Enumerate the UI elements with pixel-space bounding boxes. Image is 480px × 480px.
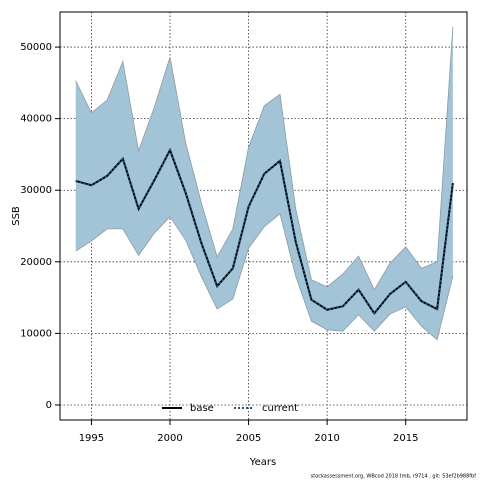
legend-label: base: [190, 403, 214, 414]
y-tick-label: 0: [46, 400, 52, 411]
series-line: [75, 147, 454, 316]
y-tick-label: 50000: [20, 42, 52, 53]
x-tick-label: 2000: [157, 433, 182, 444]
y-tick-label: 30000: [20, 185, 52, 196]
y-tick-label: 40000: [20, 114, 52, 125]
plot-frame: [59, 11, 468, 421]
confidence-band: [75, 27, 453, 340]
y-tick-label: 20000: [20, 257, 52, 268]
y-axis-label: SSB: [11, 206, 22, 226]
y-tick-label: 10000: [20, 328, 52, 339]
footer: stockassessment.org, WBcod 2018 tmb, r97…: [311, 474, 477, 480]
x-tick-label: 2015: [393, 433, 418, 444]
x-axis-label: Years: [249, 457, 276, 468]
x-tick-label: 2005: [236, 433, 261, 444]
x-tick-label: 1995: [79, 433, 104, 444]
legend-label: current: [262, 403, 298, 414]
band-edge: [75, 27, 454, 291]
band-edge: [75, 213, 454, 341]
x-tick-label: 2010: [314, 433, 339, 444]
